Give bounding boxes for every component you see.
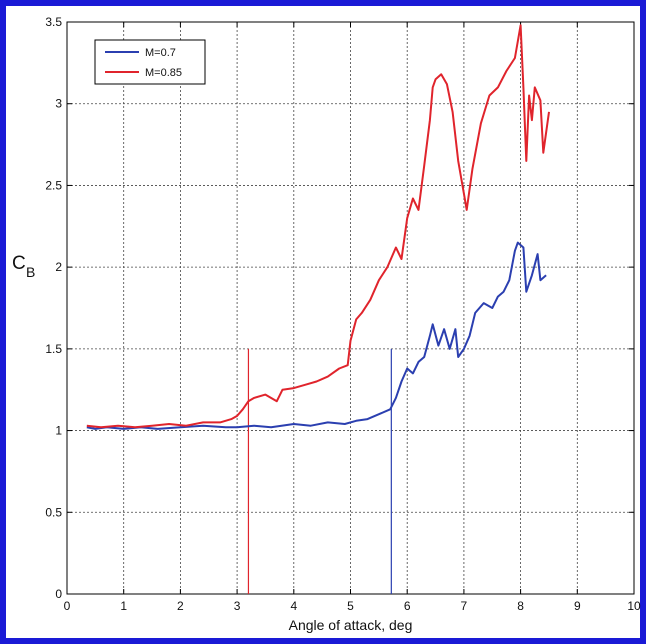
axis-ticks: 0 1 2 3 4 5 6 7 8 9 10 0 0.5 1 1.5 2 2.5 3 3.5 xyxy=(45,15,641,613)
vertical-markers xyxy=(247,348,392,594)
y-axis-label: C xyxy=(12,253,26,274)
y-tick-label: 2.5 xyxy=(45,178,62,192)
y-tick-label: 0 xyxy=(55,587,62,601)
x-tick-label: 0 xyxy=(64,599,71,613)
x-tick-label: 9 xyxy=(574,599,581,613)
y-tick-label: 1.5 xyxy=(45,342,62,356)
x-tick-label: 10 xyxy=(627,599,641,613)
y-tick-label: 0.5 xyxy=(45,505,62,519)
x-tick-label: 6 xyxy=(404,599,411,613)
x-tick-label: 8 xyxy=(517,599,524,613)
legend: M=0.7 M=0.85 xyxy=(94,39,206,85)
legend-label-m085: M=0.85 xyxy=(145,67,182,79)
x-axis-label: Angle of attack, deg xyxy=(289,617,413,633)
x-tick-label: 4 xyxy=(290,599,297,613)
x-tick-label: 3 xyxy=(234,599,241,613)
x-tick-label: 2 xyxy=(177,599,184,613)
y-axis-label-subscript: B xyxy=(26,264,35,280)
series-lines xyxy=(86,24,550,430)
x-tick-label: 7 xyxy=(461,599,468,613)
series-line-m085 xyxy=(86,24,550,429)
y-tick-label: 3.5 xyxy=(45,15,62,29)
x-tick-label: 5 xyxy=(347,599,354,613)
legend-box xyxy=(94,39,206,85)
y-tick-label: 2 xyxy=(55,260,62,274)
series-line-m07 xyxy=(86,241,547,430)
y-tick-label: 1 xyxy=(55,424,62,438)
y-tick-label: 3 xyxy=(55,97,62,111)
grid xyxy=(67,22,634,594)
legend-label-m07: M=0.7 xyxy=(145,47,176,59)
x-tick-label: 1 xyxy=(120,599,127,613)
